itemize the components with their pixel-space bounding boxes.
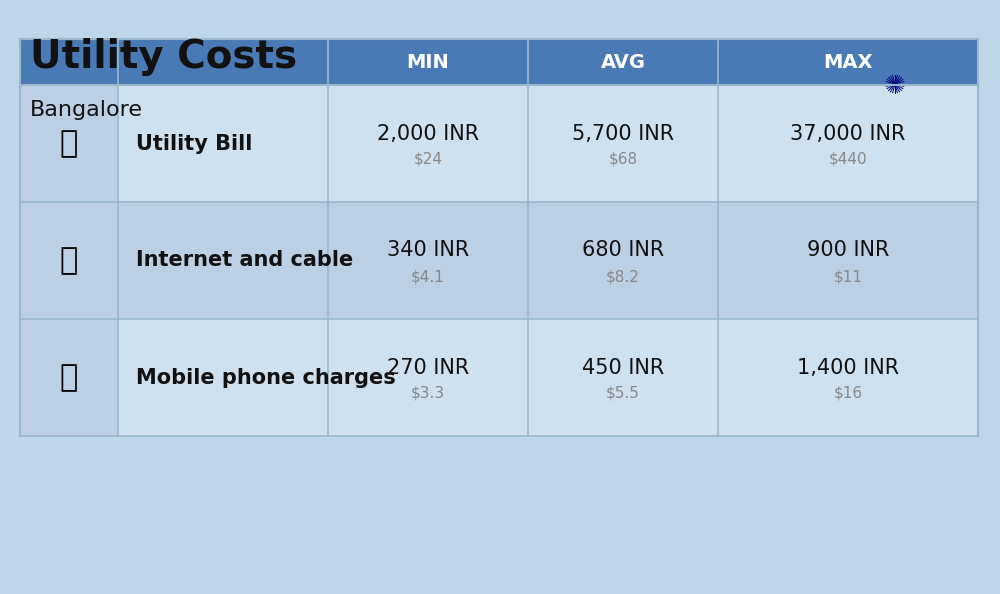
Text: $4.1: $4.1 xyxy=(411,269,445,284)
Bar xyxy=(118,319,978,436)
Text: $440: $440 xyxy=(829,152,867,167)
Text: 1,400 INR: 1,400 INR xyxy=(797,358,899,378)
Bar xyxy=(20,39,978,85)
Text: 340 INR: 340 INR xyxy=(387,241,469,261)
Text: $3.3: $3.3 xyxy=(411,386,445,401)
Text: $16: $16 xyxy=(833,386,863,401)
Bar xyxy=(118,202,978,319)
Text: MIN: MIN xyxy=(407,52,449,71)
Text: Utility Costs: Utility Costs xyxy=(30,38,297,76)
Text: 450 INR: 450 INR xyxy=(582,358,664,378)
Bar xyxy=(845,72,945,96)
Circle shape xyxy=(894,83,896,86)
Text: MAX: MAX xyxy=(823,52,873,71)
Text: $8.2: $8.2 xyxy=(606,269,640,284)
Text: $24: $24 xyxy=(414,152,442,167)
Bar xyxy=(845,48,945,120)
Text: 270 INR: 270 INR xyxy=(387,358,469,378)
Text: Utility Bill: Utility Bill xyxy=(136,134,252,153)
Text: 5,700 INR: 5,700 INR xyxy=(572,124,674,144)
Text: 📶: 📶 xyxy=(60,246,78,275)
Text: 37,000 INR: 37,000 INR xyxy=(790,124,906,144)
Text: 900 INR: 900 INR xyxy=(807,241,889,261)
Text: Bangalore: Bangalore xyxy=(30,100,143,120)
Text: $5.5: $5.5 xyxy=(606,386,640,401)
Text: AVG: AVG xyxy=(600,52,646,71)
Text: Mobile phone charges: Mobile phone charges xyxy=(136,368,396,387)
Bar xyxy=(20,202,118,319)
Text: Internet and cable: Internet and cable xyxy=(136,251,353,270)
Text: $68: $68 xyxy=(608,152,638,167)
Text: 2,000 INR: 2,000 INR xyxy=(377,124,479,144)
Text: 📱: 📱 xyxy=(60,363,78,392)
Bar xyxy=(20,319,118,436)
Bar xyxy=(20,85,118,202)
Text: 680 INR: 680 INR xyxy=(582,241,664,261)
Text: 🔌: 🔌 xyxy=(60,129,78,158)
Text: $11: $11 xyxy=(834,269,862,284)
Bar xyxy=(845,48,945,72)
Bar xyxy=(845,96,945,120)
Bar xyxy=(118,85,978,202)
